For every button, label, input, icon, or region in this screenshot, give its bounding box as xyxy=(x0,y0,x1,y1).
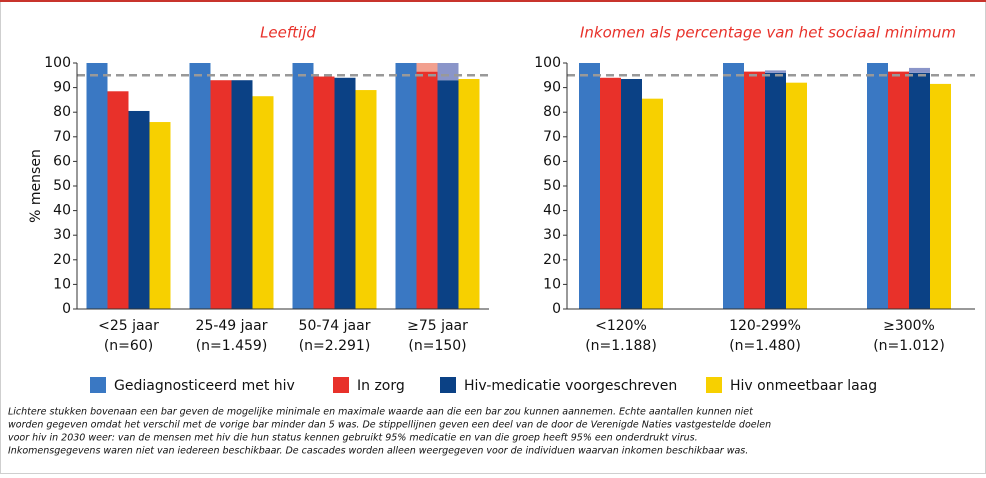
y-tick-label: 100 xyxy=(44,55,71,71)
y-tick-label: 40 xyxy=(53,203,71,219)
bar xyxy=(723,63,744,309)
legend-label: Hiv-medicatie voorgeschreven xyxy=(464,378,677,394)
bar-range xyxy=(437,63,459,81)
x-tick-label: ≥300% xyxy=(883,318,935,334)
y-tick-label: 10 xyxy=(543,276,561,292)
bar xyxy=(313,76,335,309)
bar xyxy=(458,78,480,310)
y-tick-label: 90 xyxy=(543,80,561,96)
bar xyxy=(210,80,232,309)
x-tick-count: (n=1.480) xyxy=(729,338,801,354)
y-tick-label: 10 xyxy=(53,276,71,292)
x-tick-count: (n=1.459) xyxy=(196,338,268,354)
x-tick-label: <120% xyxy=(595,318,647,334)
y-tick-label: 40 xyxy=(543,203,561,219)
bar xyxy=(600,77,621,309)
bar xyxy=(786,82,807,310)
x-tick-label: ≥75 jaar xyxy=(407,318,468,334)
bar xyxy=(149,122,171,309)
bar xyxy=(128,110,150,309)
y-tick-label: 60 xyxy=(53,153,71,169)
y-tick-label: 20 xyxy=(53,252,71,268)
legend-label: Hiv onmeetbaar laag xyxy=(730,378,877,394)
bar xyxy=(107,91,129,309)
bar xyxy=(621,78,642,310)
y-tick-label: 80 xyxy=(543,104,561,120)
bar xyxy=(930,83,951,309)
footnote: voor hiv in 2030 weer: van de mensen met… xyxy=(8,433,698,444)
bar xyxy=(189,63,211,309)
y-tick-label: 50 xyxy=(53,178,71,194)
bar xyxy=(292,63,314,309)
y-tick-label: 80 xyxy=(53,104,71,120)
legend-label: In zorg xyxy=(357,378,405,394)
bar xyxy=(231,80,253,309)
bar xyxy=(252,96,274,310)
x-tick-label: 25-49 jaar xyxy=(196,318,268,334)
bar xyxy=(579,63,600,309)
x-tick-count: (n=1.188) xyxy=(585,338,657,354)
y-tick-label: 0 xyxy=(62,301,71,317)
bar xyxy=(888,71,909,309)
bar-range xyxy=(416,63,438,72)
y-tick-label: 100 xyxy=(534,55,561,71)
y-tick-label: 70 xyxy=(53,129,71,145)
y-tick-label: 30 xyxy=(53,227,71,243)
bar xyxy=(867,63,888,309)
bar-range xyxy=(765,70,786,73)
legend-swatch xyxy=(706,377,722,393)
bar xyxy=(395,63,417,309)
legend-label: Gediagnosticeerd met hiv xyxy=(114,378,295,394)
chart-title: Inkomen als percentage van het sociaal m… xyxy=(580,24,956,42)
bar xyxy=(334,77,356,309)
x-tick-label: 120-299% xyxy=(729,318,801,334)
bar xyxy=(642,98,663,309)
y-tick-label: 60 xyxy=(543,153,561,169)
bar xyxy=(437,80,459,309)
y-tick-label: 50 xyxy=(543,178,561,194)
chart-title: Leeftijd xyxy=(260,24,316,42)
bar-range xyxy=(909,67,930,73)
y-tick-label: 90 xyxy=(53,80,71,96)
y-tick-label: 30 xyxy=(543,227,561,243)
x-tick-count: (n=150) xyxy=(408,338,466,354)
legend-swatch xyxy=(90,377,106,393)
x-tick-label: <25 jaar xyxy=(98,318,159,334)
y-tick-label: 20 xyxy=(543,252,561,268)
legend-swatch xyxy=(333,377,349,393)
legend-swatch xyxy=(440,377,456,393)
bar xyxy=(416,71,438,309)
bar xyxy=(355,90,377,309)
bar xyxy=(909,72,930,309)
footnote: worden gegeven omdat het verschil met de… xyxy=(8,420,771,431)
bar xyxy=(765,72,786,309)
x-tick-count: (n=1.012) xyxy=(873,338,945,354)
y-tick-label: 70 xyxy=(543,129,561,145)
x-tick-count: (n=2.291) xyxy=(299,338,371,354)
bar xyxy=(86,63,108,309)
x-tick-count: (n=60) xyxy=(104,338,153,354)
x-tick-label: 50-74 jaar xyxy=(299,318,371,334)
y-axis-label: % mensen xyxy=(28,149,44,223)
y-tick-label: 0 xyxy=(552,301,561,317)
bar xyxy=(744,71,765,309)
footnote: Inkomensgegevens waren niet van iedereen… xyxy=(8,446,748,457)
footnote: Lichtere stukken bovenaan een bar geven … xyxy=(8,407,754,418)
